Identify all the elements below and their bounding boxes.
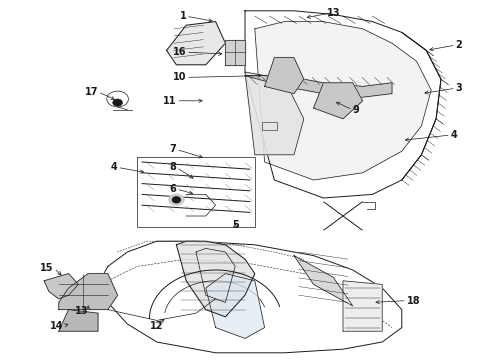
- Text: 5: 5: [232, 220, 239, 230]
- Text: 16: 16: [172, 47, 186, 57]
- Text: 2: 2: [456, 40, 463, 50]
- Text: 4: 4: [111, 162, 118, 172]
- Polygon shape: [294, 256, 353, 306]
- Text: 11: 11: [163, 96, 176, 106]
- Text: 18: 18: [407, 296, 420, 306]
- Circle shape: [169, 194, 184, 206]
- Text: 9: 9: [353, 105, 360, 115]
- Polygon shape: [206, 274, 265, 338]
- Text: 8: 8: [170, 162, 176, 172]
- Polygon shape: [314, 83, 363, 119]
- Polygon shape: [225, 40, 245, 65]
- Text: 15: 15: [40, 263, 54, 273]
- Bar: [262, 122, 277, 130]
- Text: 12: 12: [150, 321, 164, 331]
- Circle shape: [113, 99, 122, 106]
- Text: 17: 17: [84, 87, 98, 97]
- Text: 1: 1: [179, 11, 186, 21]
- Polygon shape: [343, 281, 382, 331]
- Polygon shape: [255, 22, 431, 180]
- Text: 13: 13: [326, 8, 340, 18]
- Text: 7: 7: [170, 144, 176, 154]
- Text: 10: 10: [172, 72, 186, 82]
- Text: 13: 13: [74, 306, 88, 316]
- Text: 14: 14: [50, 321, 64, 331]
- Text: 4: 4: [451, 130, 458, 140]
- Polygon shape: [59, 310, 98, 331]
- Polygon shape: [59, 274, 118, 310]
- Polygon shape: [176, 241, 255, 317]
- Circle shape: [172, 197, 180, 203]
- Text: 3: 3: [456, 83, 463, 93]
- Polygon shape: [245, 72, 304, 155]
- Polygon shape: [265, 58, 304, 94]
- Text: 6: 6: [170, 184, 176, 194]
- Polygon shape: [44, 274, 78, 299]
- Polygon shape: [245, 76, 392, 97]
- Polygon shape: [167, 22, 225, 65]
